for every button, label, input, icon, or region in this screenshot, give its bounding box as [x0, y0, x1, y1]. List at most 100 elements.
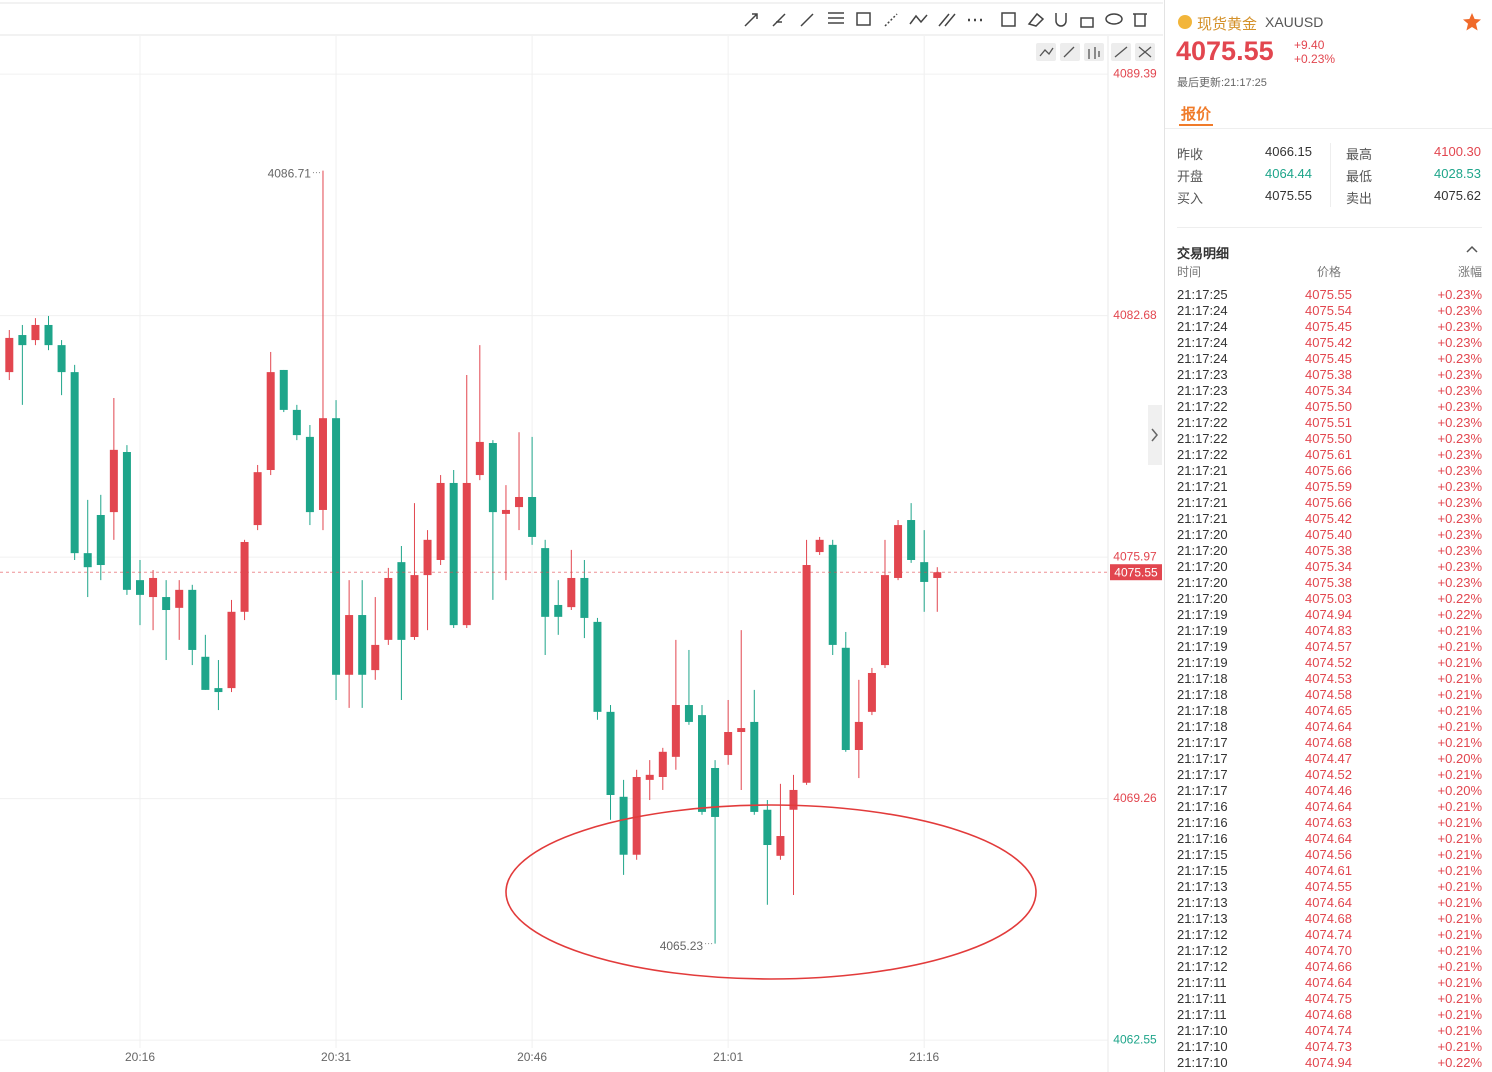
trade-time: 21:17:19 [1177, 623, 1228, 638]
trade-price: 4074.75 [1305, 991, 1352, 1006]
trade-time: 21:17:20 [1177, 575, 1228, 590]
trade-change: +0.23% [1437, 335, 1482, 350]
x-tick-label: 21:16 [909, 1050, 939, 1064]
candle-body [136, 580, 144, 595]
trade-row: 21:17:20 4075.38 +0.23% [1177, 575, 1482, 591]
tab-quote[interactable]: 报价 [1181, 106, 1212, 123]
trade-change: +0.23% [1437, 399, 1482, 414]
min-label: 4065.23 [660, 939, 704, 953]
candle-body [776, 836, 785, 856]
collapse-icon[interactable] [1465, 243, 1479, 257]
trade-time: 21:17:11 [1177, 975, 1227, 990]
chart: 4089.39 4082.68 4075.97 4069.26 4062.55 20:16… [0, 2, 1163, 1072]
tool-ray[interactable] [772, 13, 786, 27]
trade-row: 21:17:16 4074.63 +0.21% [1177, 815, 1482, 831]
trade-row: 21:17:13 4074.64 +0.21% [1177, 895, 1482, 911]
tool-eye[interactable] [1105, 13, 1123, 25]
trade-time: 21:17:22 [1177, 415, 1228, 430]
trade-time: 21:17:21 [1177, 511, 1228, 526]
tool-arrow[interactable] [744, 13, 758, 27]
tool-eraser[interactable] [1027, 12, 1045, 27]
drawing-toolbar [744, 12, 1147, 28]
trade-row: 21:17:11 4074.75 +0.21% [1177, 991, 1482, 1007]
trade-change: +0.21% [1437, 1007, 1482, 1022]
btn-type[interactable] [1084, 43, 1104, 61]
trade-change: +0.21% [1437, 703, 1482, 718]
trade-row: 21:17:13 4074.68 +0.21% [1177, 911, 1482, 927]
trade-price: 4074.64 [1305, 975, 1352, 990]
tool-magnet[interactable] [1055, 13, 1067, 27]
trade-price: 4074.53 [1305, 671, 1352, 686]
trade-row: 21:17:21 4075.66 +0.23% [1177, 463, 1482, 479]
candle-body [554, 604, 563, 617]
trade-change: +0.21% [1437, 671, 1482, 686]
trade-row: 21:17:11 4074.64 +0.21% [1177, 975, 1482, 991]
candle-body [828, 544, 837, 645]
candle-body [671, 705, 680, 757]
trade-time: 21:17:19 [1177, 607, 1228, 622]
trade-row: 21:17:21 4075.42 +0.23% [1177, 511, 1482, 527]
trade-change: +0.20% [1437, 751, 1482, 766]
trade-time: 21:17:16 [1177, 799, 1228, 814]
trade-row: 21:17:19 4074.52 +0.21% [1177, 655, 1482, 671]
trade-price: 4074.46 [1305, 783, 1352, 798]
y-tick-label: 4082.68 [1113, 308, 1157, 322]
favorite-star[interactable] [1462, 12, 1482, 32]
candle-body [894, 525, 903, 578]
trade-time: 21:17:17 [1177, 767, 1228, 782]
trade-row: 21:17:19 4074.57 +0.21% [1177, 639, 1482, 655]
chart-buttons [1036, 43, 1155, 61]
stat-label: 开盘 [1177, 169, 1204, 184]
candle-body [436, 482, 445, 560]
trade-change: +0.23% [1437, 511, 1482, 526]
tool-note[interactable] [1001, 12, 1016, 27]
trade-time: 21:17:12 [1177, 927, 1228, 942]
candle-body [645, 774, 654, 780]
trade-change: +0.21% [1437, 639, 1482, 654]
candle-body [410, 575, 419, 637]
candle-body [332, 418, 341, 675]
trade-price: 4075.66 [1305, 495, 1352, 510]
tool-line[interactable] [800, 13, 814, 27]
trade-price: 4075.55 [1305, 287, 1352, 302]
trade-row: 21:17:22 4075.51 +0.23% [1177, 415, 1482, 431]
candle-body [724, 732, 733, 756]
trade-change: +0.21% [1437, 911, 1482, 926]
trade-price: 4075.54 [1305, 303, 1352, 318]
trades-header: 时间 价格 涨幅 [1177, 264, 1482, 280]
candle-body [423, 539, 432, 576]
trade-change: +0.21% [1437, 975, 1482, 990]
tool-rect[interactable] [856, 12, 871, 26]
candle-body [737, 728, 746, 733]
trade-change: +0.21% [1437, 943, 1482, 958]
collapse-chevron [1466, 245, 1478, 253]
trade-price: 4074.94 [1305, 1055, 1352, 1070]
header-change: 涨幅 [1457, 265, 1482, 279]
tool-lock[interactable] [1080, 17, 1094, 28]
trade-price: 4074.57 [1305, 639, 1352, 654]
tool-dashed[interactable] [884, 13, 898, 27]
trade-row: 21:17:17 4074.52 +0.21% [1177, 767, 1482, 783]
candle-body [449, 482, 458, 626]
tool-channel[interactable] [938, 13, 956, 27]
highlight-ellipse [505, 804, 1037, 980]
btn-draw[interactable] [1060, 43, 1080, 61]
y-tick-label: 4062.55 [1113, 1032, 1157, 1046]
tool-polyline[interactable] [909, 14, 928, 25]
btn-indicator[interactable] [1036, 43, 1056, 61]
candle-body [31, 324, 40, 341]
trade-price: 4074.52 [1305, 767, 1352, 782]
panel-toggle[interactable] [1148, 405, 1162, 465]
candle-body [96, 514, 105, 566]
trade-row: 21:17:22 4075.50 +0.23% [1177, 431, 1482, 447]
tool-delete[interactable] [1133, 13, 1147, 27]
candle-body [475, 441, 484, 476]
tool-fib[interactable] [828, 12, 844, 24]
candle-body [880, 575, 889, 666]
y-tick-label: 4069.26 [1113, 791, 1157, 805]
trade-price: 4075.40 [1305, 527, 1352, 542]
candle-body [384, 577, 393, 640]
trade-change: +0.21% [1437, 1039, 1482, 1054]
candles [0, 170, 1108, 944]
trade-change: +0.21% [1437, 959, 1482, 974]
